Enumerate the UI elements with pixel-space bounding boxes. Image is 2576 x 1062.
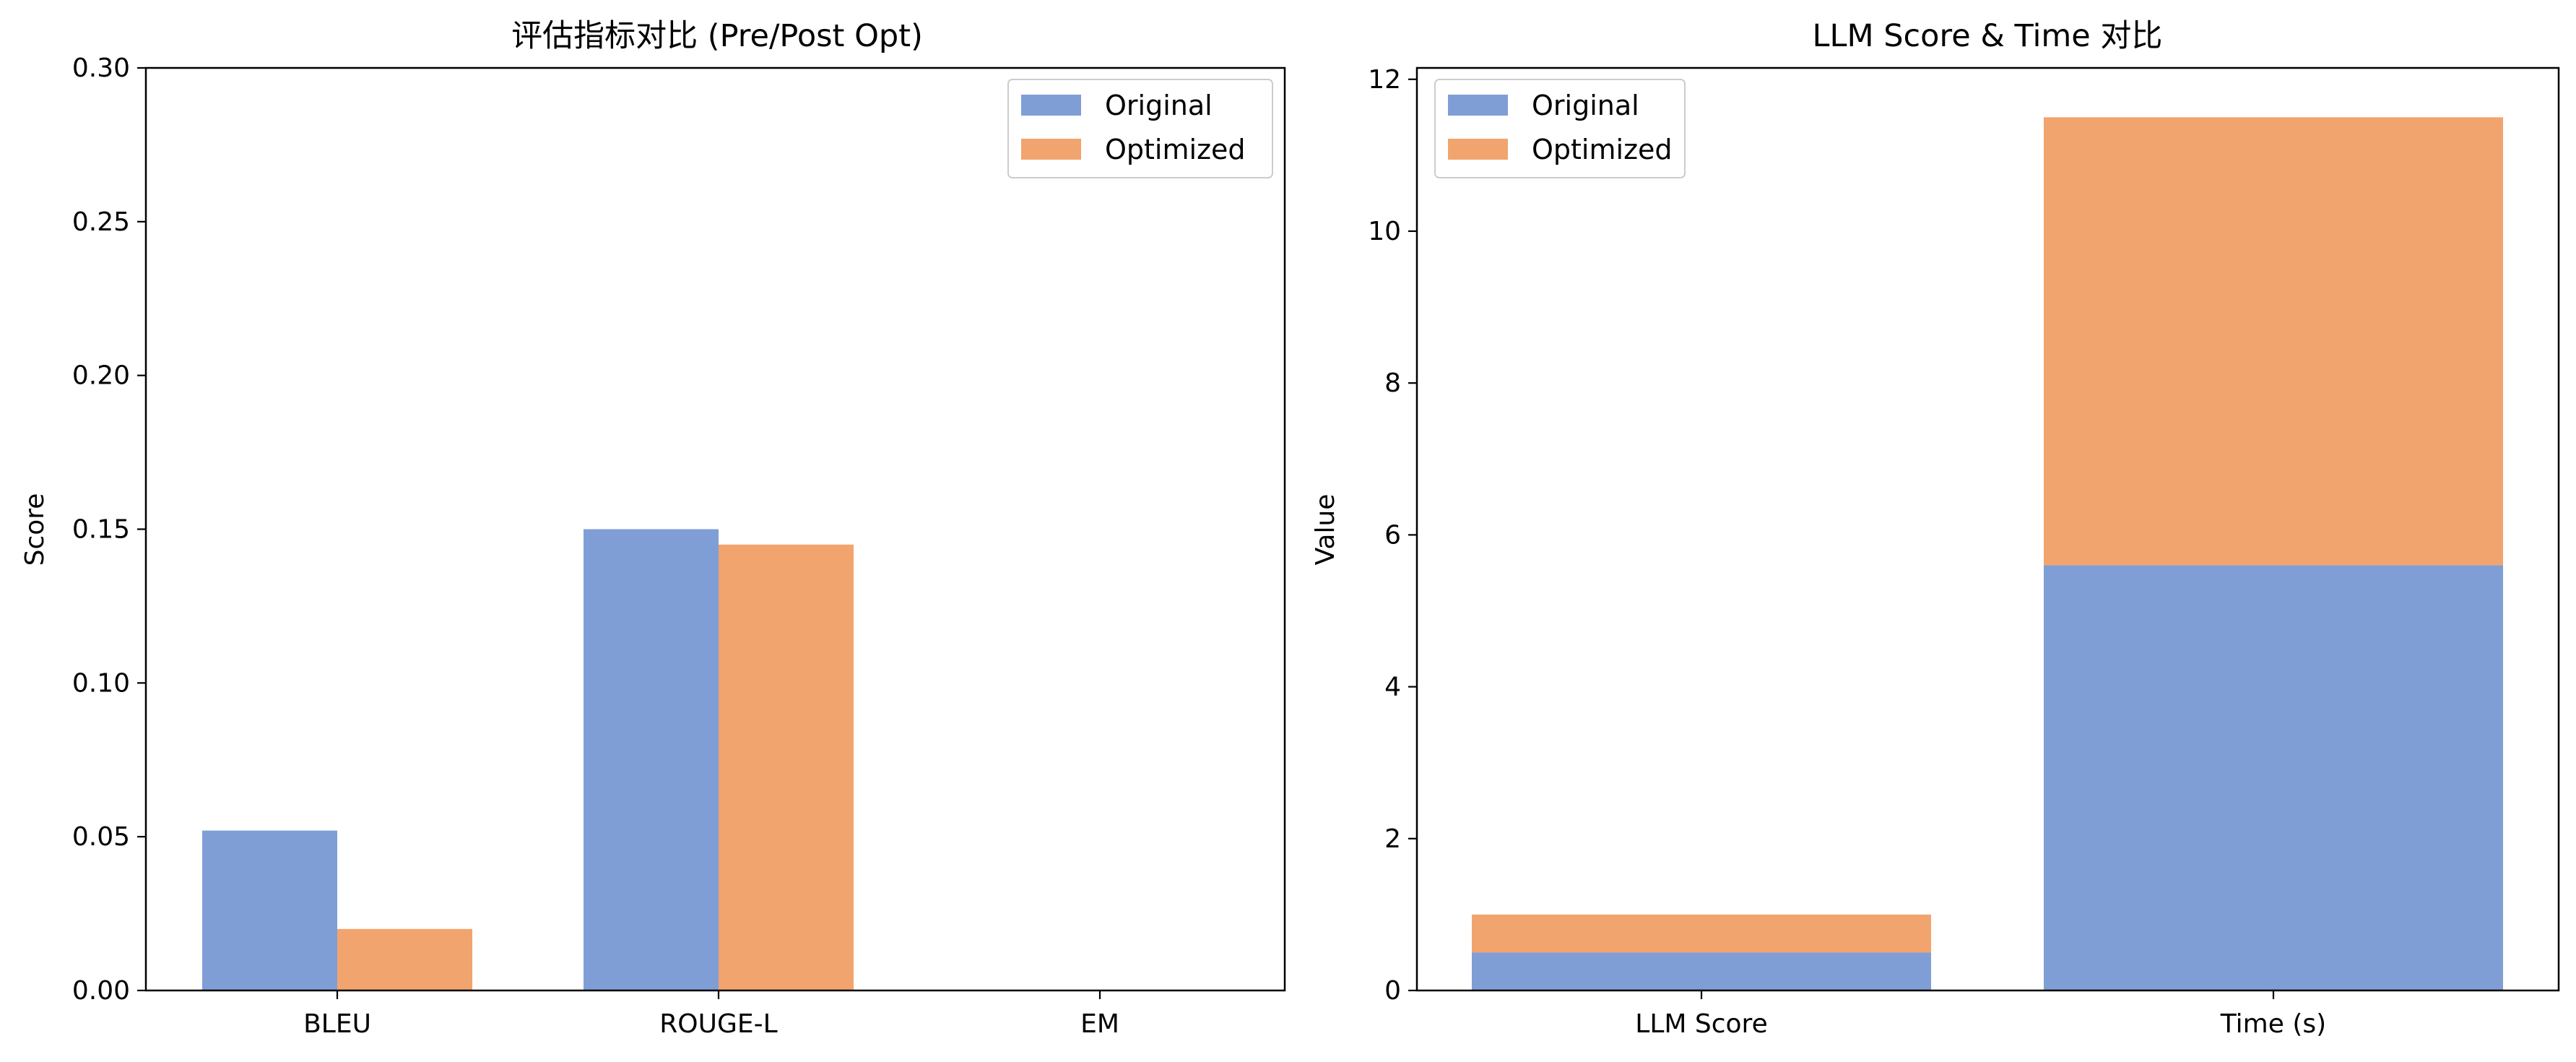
chart-score-comparison: 评估指标对比 (Pre/Post Opt) Score 0.00 0.05 0.10…	[20, 18, 1286, 1039]
y-tick-label: 0.00	[72, 976, 130, 1006]
y-tick-label: 0.10	[72, 668, 130, 698]
plot-frame	[1415, 66, 2560, 992]
bar-group	[202, 529, 854, 990]
chart-title: LLM Score & Time 对比	[1813, 18, 2163, 54]
legend: Original Optimized	[1434, 79, 1686, 178]
bar-optimized	[337, 928, 472, 990]
y-tick-label: 2	[1384, 824, 1401, 854]
bar-original	[2044, 565, 2503, 990]
legend-swatch-original	[1021, 95, 1081, 116]
bar-optimized	[719, 544, 854, 990]
chart-title: 评估指标对比 (Pre/Post Opt)	[511, 18, 923, 54]
chart-llm-time: LLM Score & Time 对比 Value 0 2 4 6 8 10 12 LLM …	[1311, 18, 2560, 1039]
legend-label-optimized: Optimized	[1105, 134, 1246, 165]
y-axis-label: Value	[1311, 494, 1340, 566]
y-tick-label: 0.30	[72, 53, 130, 83]
bar-original	[202, 830, 337, 990]
legend-label-optimized: Optimized	[1532, 134, 1673, 165]
y-tick-label: 0	[1384, 976, 1401, 1006]
y-tick-label: 0.15	[72, 515, 130, 545]
plot-frame	[144, 66, 1286, 992]
y-tick-label: 8	[1384, 368, 1401, 398]
bar-original	[1472, 952, 1931, 990]
legend: Original Optimized	[1007, 79, 1273, 178]
legend-swatch-optimized	[1021, 139, 1081, 160]
y-axis-label: Score	[20, 493, 50, 566]
legend-label-original: Original	[1105, 90, 1213, 121]
bar-original	[584, 529, 719, 990]
x-tick-label: Time (s)	[2220, 1009, 2326, 1039]
y-tick-label: 12	[1368, 65, 1401, 95]
bar-optimized	[2044, 117, 2503, 566]
y-tick-label: 0.20	[72, 361, 130, 391]
y-tick-label: 0.05	[72, 822, 130, 852]
bar-group	[1472, 117, 2503, 990]
y-tick-label: 0.25	[72, 207, 130, 237]
y-tick-label: 10	[1368, 217, 1401, 246]
x-tick-label: EM	[1080, 1009, 1119, 1039]
x-tick-label: LLM Score	[1635, 1009, 1767, 1039]
legend-swatch-original	[1448, 95, 1508, 116]
x-tick-label: ROUGE-L	[659, 1009, 777, 1039]
x-tick-label: BLEU	[303, 1009, 371, 1039]
x-ticks: LLM Score Time (s)	[1635, 990, 2326, 1039]
y-tick-label: 4	[1384, 673, 1401, 702]
y-ticks: 0 2 4 6 8 10 12	[1368, 65, 1417, 1006]
legend-label-original: Original	[1532, 90, 1639, 121]
y-tick-label: 6	[1384, 520, 1401, 550]
y-ticks: 0.00 0.05 0.10 0.15 0.20 0.25 0.30	[72, 53, 146, 1006]
x-ticks: BLEU ROUGE-L EM	[303, 990, 1119, 1039]
legend-swatch-optimized	[1448, 139, 1508, 160]
bar-optimized	[1472, 914, 1931, 953]
